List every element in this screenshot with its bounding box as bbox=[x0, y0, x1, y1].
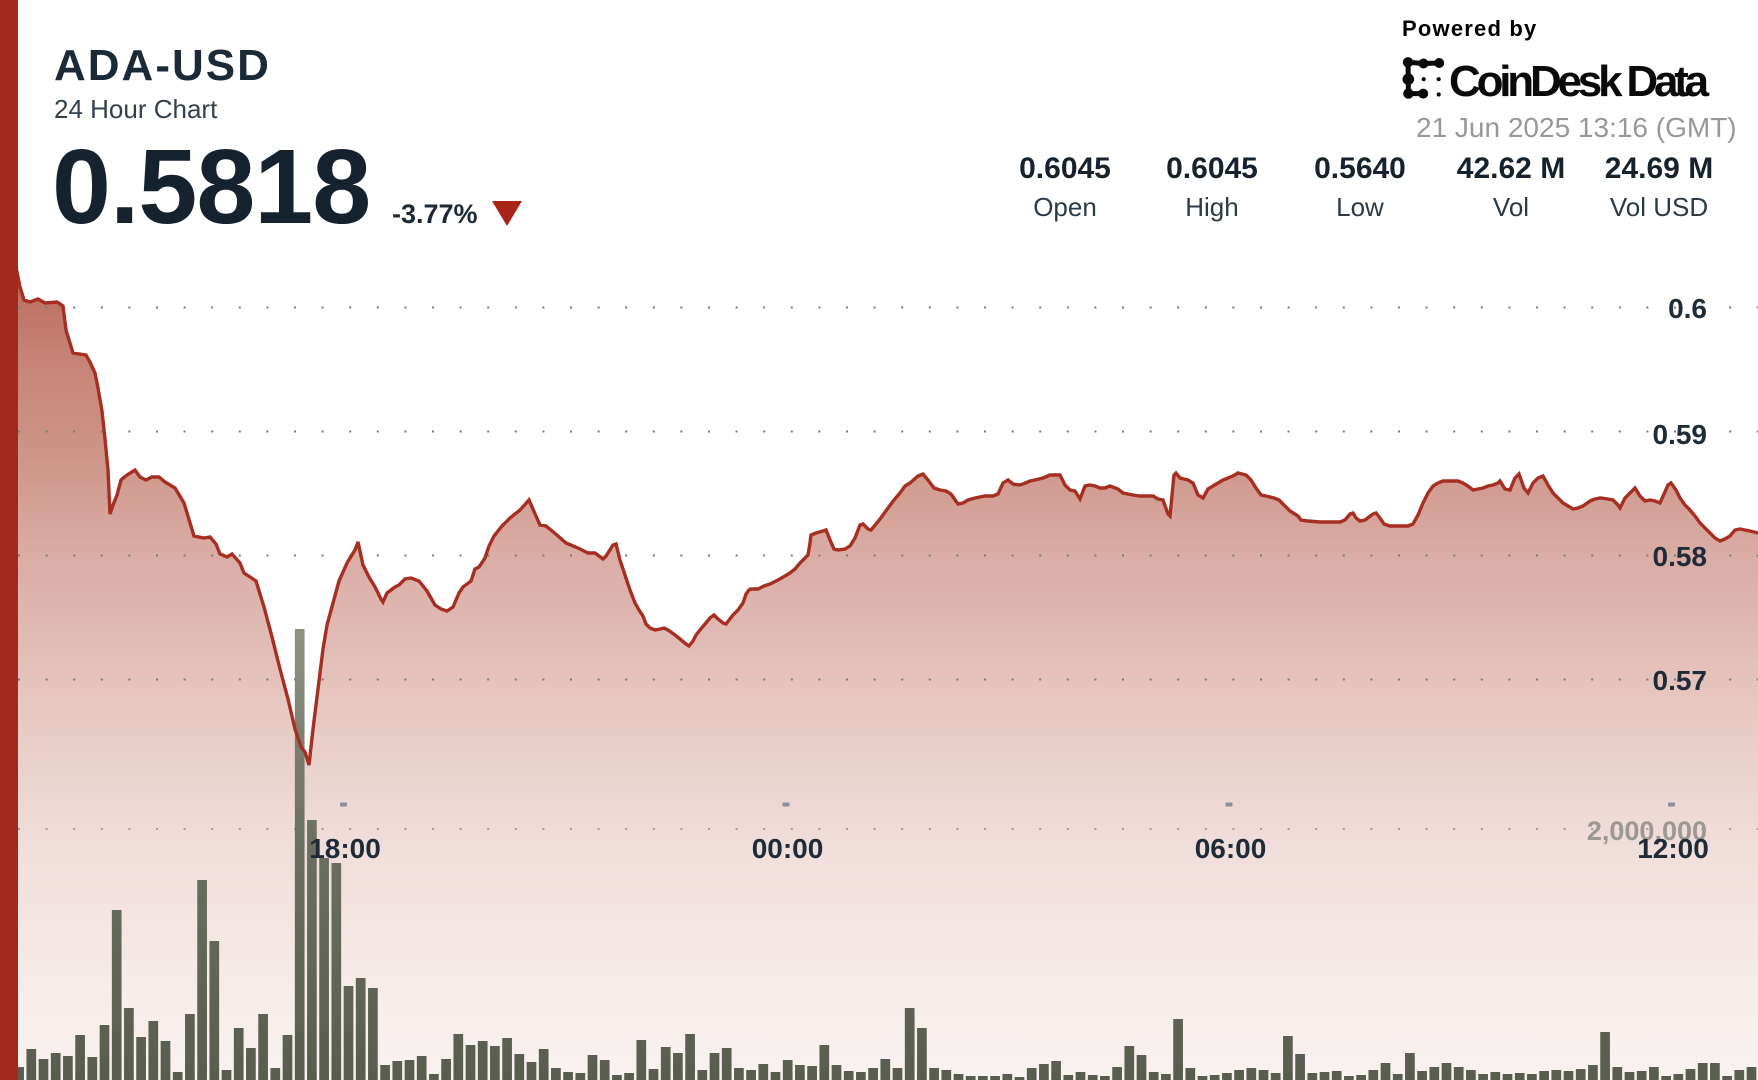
svg-text:12:00: 12:00 bbox=[1637, 833, 1709, 864]
svg-text:18:00: 18:00 bbox=[309, 833, 381, 864]
svg-text:0.58: 0.58 bbox=[1653, 541, 1708, 572]
svg-text:06:00: 06:00 bbox=[1195, 833, 1267, 864]
svg-text:2,000,000: 2,000,000 bbox=[1587, 816, 1707, 846]
svg-text:0.57: 0.57 bbox=[1653, 665, 1708, 696]
svg-text:0.6: 0.6 bbox=[1668, 293, 1707, 324]
svg-text:0.59: 0.59 bbox=[1653, 419, 1708, 450]
svg-text:00:00: 00:00 bbox=[752, 833, 824, 864]
